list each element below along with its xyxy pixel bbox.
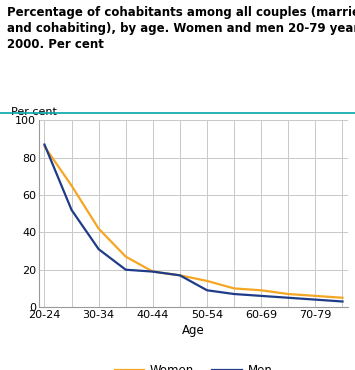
Men (259, 294, 263, 298)
Women (232, 286, 236, 291)
Women (178, 273, 182, 278)
Text: Percentage of cohabitants among all couples (married
and cohabiting), by age. Wo: Percentage of cohabitants among all coup… (7, 6, 355, 51)
Women (205, 279, 209, 283)
Legend: Women, Men: Women, Men (110, 360, 277, 370)
Women (97, 226, 101, 231)
Men (97, 247, 101, 251)
Women (70, 184, 74, 188)
Women (340, 296, 345, 300)
Line: Men: Men (44, 145, 343, 302)
Men (124, 268, 128, 272)
Men (178, 273, 182, 278)
Men (313, 297, 317, 302)
Men (205, 288, 209, 293)
Women (286, 292, 290, 296)
Text: Per cent: Per cent (11, 107, 57, 117)
Men (232, 292, 236, 296)
Men (151, 269, 155, 274)
Men (340, 299, 345, 304)
Women (124, 255, 128, 259)
Women (313, 294, 317, 298)
Men (70, 208, 74, 212)
Men (42, 142, 47, 147)
Women (42, 144, 47, 149)
Line: Women: Women (44, 147, 343, 298)
X-axis label: Age: Age (182, 324, 205, 337)
Women (151, 269, 155, 274)
Women (259, 288, 263, 293)
Men (286, 296, 290, 300)
